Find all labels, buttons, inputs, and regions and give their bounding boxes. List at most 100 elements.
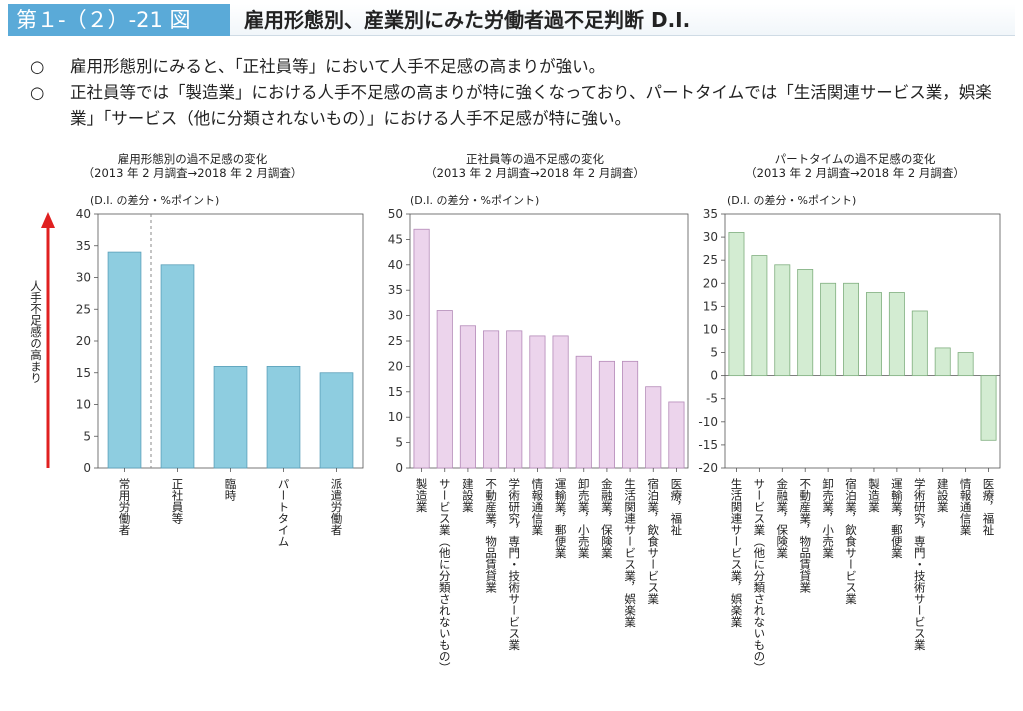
y-tick-label: -15	[698, 438, 718, 452]
y-tick-label: 35	[388, 283, 403, 297]
x-tick-label: 派遣労働者	[329, 478, 344, 536]
bar	[980, 375, 997, 441]
x-tick-label: 生活関連サービス業，娯楽業	[623, 478, 638, 628]
x-tick-label: サービス業（他に分類されないもの）	[752, 478, 767, 674]
x-tick-label: 生活関連サービス業，娯楽業	[729, 478, 744, 628]
y-tick-label: 30	[703, 230, 718, 244]
bar	[797, 269, 814, 377]
bar	[266, 365, 301, 469]
x-tick-label: サービス業（他に分類されないもの）	[437, 478, 452, 674]
x-tick-label: 学術研究，専門・技術サービス業	[507, 478, 522, 651]
chart-title: パートタイムの過不足感の変化	[774, 152, 936, 166]
regular-employee-chart: 正社員等の過不足感の変化 （2013 年 2 月調査→2018 年 2 月調査）…	[380, 148, 690, 708]
bar	[506, 330, 523, 469]
bar	[728, 232, 745, 377]
x-tick-label: 学術研究，専門・技術サービス業	[912, 478, 927, 651]
y-tick-label: 0	[395, 461, 403, 475]
bar	[820, 282, 837, 377]
x-tick-label: 情報通信業	[530, 478, 545, 536]
bar	[645, 386, 662, 469]
y-tick-label: 10	[76, 398, 91, 412]
chart-subtitle: （2013 年 2 月調査→2018 年 2 月調査）	[82, 166, 303, 180]
chart-title: 雇用形態別の過不足感の変化	[117, 152, 268, 166]
bar	[436, 310, 453, 469]
x-tick-label: 臨時	[223, 478, 238, 501]
y-axis-label: 人手不足感の高まり	[29, 280, 43, 384]
y-tick-label: 15	[76, 366, 91, 380]
summary-bullet: ○ 雇用形態別にみると、「正社員等」において人手不足感の高まりが強い。	[30, 54, 1000, 80]
figure-title: 雇用形態別、産業別にみた労働者過不足判断 D.I.	[230, 4, 1015, 36]
x-tick-label: 運輸業，郵便業	[553, 478, 568, 559]
bar	[529, 335, 546, 469]
bar	[160, 264, 195, 469]
bar	[319, 372, 354, 469]
bar	[774, 264, 791, 377]
plot-frame	[724, 213, 1001, 469]
y-tick-label: 35	[703, 207, 718, 221]
part-time-chart: パートタイムの過不足感の変化 （2013 年 2 月調査→2018 年 2 月調…	[695, 148, 1015, 708]
x-tick-label: 金融業，保険業	[775, 478, 790, 559]
chart-unit: (D.I. の差分・%ポイント)	[90, 194, 220, 207]
y-tick-label: 10	[703, 322, 718, 336]
bullet-mark: ○	[30, 57, 45, 76]
chart-unit: (D.I. の差分・%ポイント)	[410, 194, 540, 207]
plot-area: 0 5 10 15 20 25 30 35 40 45 50	[388, 207, 689, 475]
y-tick-label: 40	[388, 258, 403, 272]
employment-type-chart: 雇用形態別の過不足感の変化 （2013 年 2 月調査→2018 年 2 月調査…	[20, 148, 365, 708]
x-tick-label: 卸売業，小売業	[821, 478, 836, 559]
y-tick-label: 0	[83, 461, 91, 475]
plot-area: -20 -15 -10 -5 0 5 10 15 20 25 30 35	[698, 207, 1001, 475]
y-tick-label: 20	[703, 276, 718, 290]
y-tick-label: 45	[388, 232, 403, 246]
y-tick-label: 20	[388, 359, 403, 373]
y-tick-label: 5	[83, 429, 91, 443]
bullet-text: 正社員等では「製造業」における人手不足感の高まりが特に強くなっており、パートタイ…	[70, 83, 992, 128]
y-tick-label: 15	[388, 385, 403, 399]
y-tick-label: 15	[703, 299, 718, 313]
y-tick-label: 25	[388, 334, 403, 348]
chart-unit: (D.I. の差分・%ポイント)	[727, 194, 857, 207]
bar	[483, 330, 500, 469]
bar	[413, 228, 430, 469]
x-tick-label: 宿泊業，飲食サービス業	[646, 478, 661, 605]
bar	[552, 335, 569, 469]
x-tick-label: 卸売業，小売業	[576, 478, 591, 559]
y-tick-label: 20	[76, 334, 91, 348]
summary-bullets: ○ 雇用形態別にみると、「正社員等」において人手不足感の高まりが強い。 ○ 正社…	[30, 54, 1000, 132]
bar	[957, 352, 974, 377]
bar	[459, 325, 476, 469]
figure-header: 第１-（２）-21 図 雇用形態別、産業別にみた労働者過不足判断 D.I.	[0, 0, 1023, 40]
bar	[911, 310, 928, 377]
x-tick-label: 宿泊業，飲食サービス業	[844, 478, 859, 605]
bar	[934, 347, 951, 377]
y-tick-label: 5	[710, 346, 718, 360]
bar	[575, 355, 592, 469]
y-tick-label: 10	[388, 410, 403, 424]
bar	[213, 365, 248, 469]
x-tick-label: 医療，福祉	[669, 478, 684, 536]
x-tick-label: 常用労働者	[117, 478, 132, 536]
y-tick-label: 0	[710, 369, 718, 383]
x-tick-label: 金融業，保険業	[599, 478, 614, 559]
x-tick-label: 製造業	[414, 478, 429, 513]
chart-subtitle: （2013 年 2 月調査→2018 年 2 月調査）	[425, 166, 645, 180]
y-tick-label: -20	[698, 461, 718, 475]
y-tick-label: 5	[395, 436, 403, 450]
bar	[865, 292, 882, 377]
x-tick-label: 不動産業，物品賃貸業	[798, 478, 813, 593]
bar	[888, 292, 905, 377]
bar	[751, 255, 768, 377]
bar	[622, 360, 639, 469]
y-tick-label: 30	[388, 309, 403, 323]
x-tick-label: 建設業	[460, 478, 475, 513]
bar	[107, 251, 142, 469]
plot-area: 0 5 10 15 20 25 30 35 40	[41, 207, 364, 475]
summary-bullet: ○ 正社員等では「製造業」における人手不足感の高まりが特に強くなっており、パート…	[30, 80, 1000, 132]
trend-arrow-head	[41, 212, 55, 228]
x-tick-label: 不動産業，物品賃貸業	[484, 478, 499, 593]
bar	[843, 282, 860, 377]
chart-title: 正社員等の過不足感の変化	[466, 152, 604, 166]
x-tick-label: 情報通信業	[958, 478, 973, 536]
y-tick-label: 50	[388, 207, 403, 221]
bullet-text: 雇用形態別にみると、「正社員等」において人手不足感の高まりが強い。	[70, 57, 606, 76]
